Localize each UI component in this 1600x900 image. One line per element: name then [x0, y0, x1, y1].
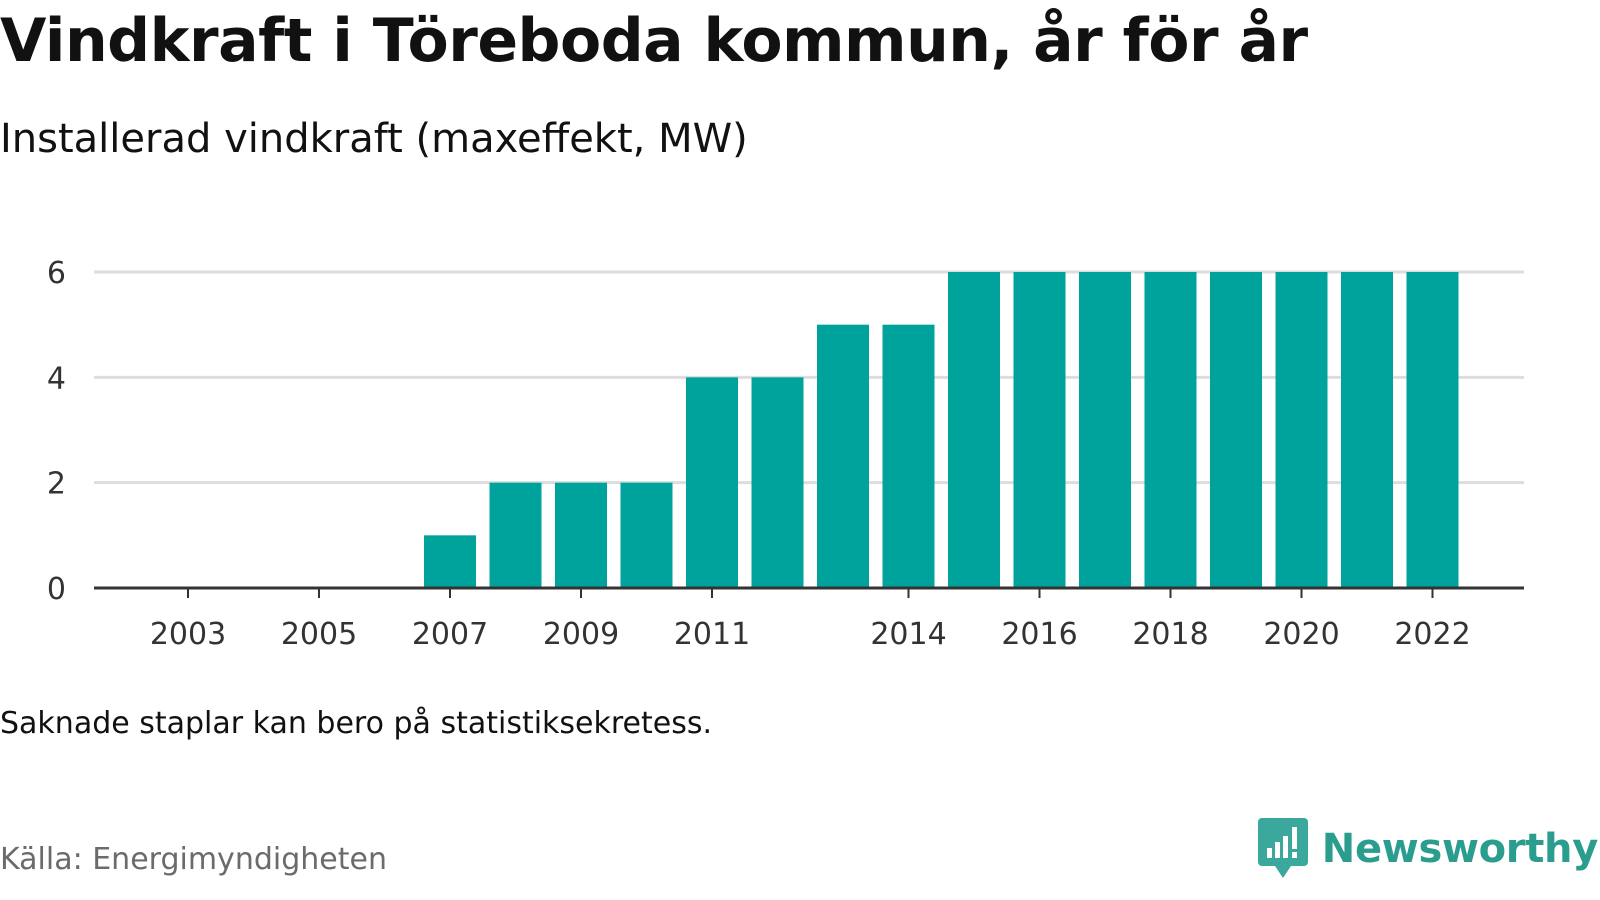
source-label: Källa: Energimyndigheten [0, 842, 387, 877]
bar-2022 [1406, 272, 1459, 588]
bar-2014 [882, 324, 935, 588]
y-tick-label-0: 0 [47, 572, 66, 607]
y-tick-label-6: 6 [47, 256, 66, 291]
x-tick-label-2016: 2016 [1001, 617, 1077, 652]
bar-2007 [424, 535, 476, 588]
chart-title: Vindkraft i Töreboda kommun, år för år [0, 6, 1308, 76]
y-tick-label-2: 2 [47, 467, 66, 502]
x-tick-label-2011: 2011 [674, 617, 750, 652]
bar-2009 [555, 482, 607, 588]
x-tick-label-2005: 2005 [281, 617, 357, 652]
y-tick-label-4: 4 [47, 361, 66, 396]
bar-2012 [751, 377, 804, 588]
x-tick-label-2014: 2014 [870, 617, 946, 652]
bar-2017 [1079, 272, 1131, 588]
brand-logo: Newsworthy [1257, 818, 1599, 880]
bar-2020 [1275, 272, 1328, 588]
bar-2021 [1341, 272, 1393, 588]
axes: 0 2 4 6 2003 2005 2007 2009 2011 2014 2016 2018 2020… [47, 256, 1524, 652]
footnote: Saknade staplar kan bero på statistiksek… [0, 706, 713, 741]
newsworthy-icon [1257, 818, 1308, 878]
x-tick-label-2007: 2007 [412, 617, 488, 652]
bar-2019 [1210, 272, 1262, 588]
x-tick-label-2022: 2022 [1394, 617, 1470, 652]
bar-2011 [686, 377, 738, 588]
bar-2008 [489, 482, 542, 588]
bar-2015 [948, 272, 1000, 588]
bar-2016 [1013, 272, 1066, 588]
x-tick-label-2018: 2018 [1132, 617, 1208, 652]
bar-chart: 0 2 4 6 2003 2005 2007 2009 2011 2014 2016 2018 2020… [47, 256, 1524, 652]
x-tick-label-2003: 2003 [150, 617, 226, 652]
x-tick-label-2009: 2009 [543, 617, 619, 652]
brand-name: Newsworthy [1321, 826, 1599, 872]
bar-2010 [620, 482, 673, 588]
bar-2013 [817, 324, 869, 588]
bar-2018 [1144, 272, 1197, 588]
chart-subtitle: Installerad vindkraft (maxeffekt, MW) [0, 116, 748, 162]
x-tick-label-2020: 2020 [1263, 617, 1339, 652]
bars [424, 272, 1459, 588]
